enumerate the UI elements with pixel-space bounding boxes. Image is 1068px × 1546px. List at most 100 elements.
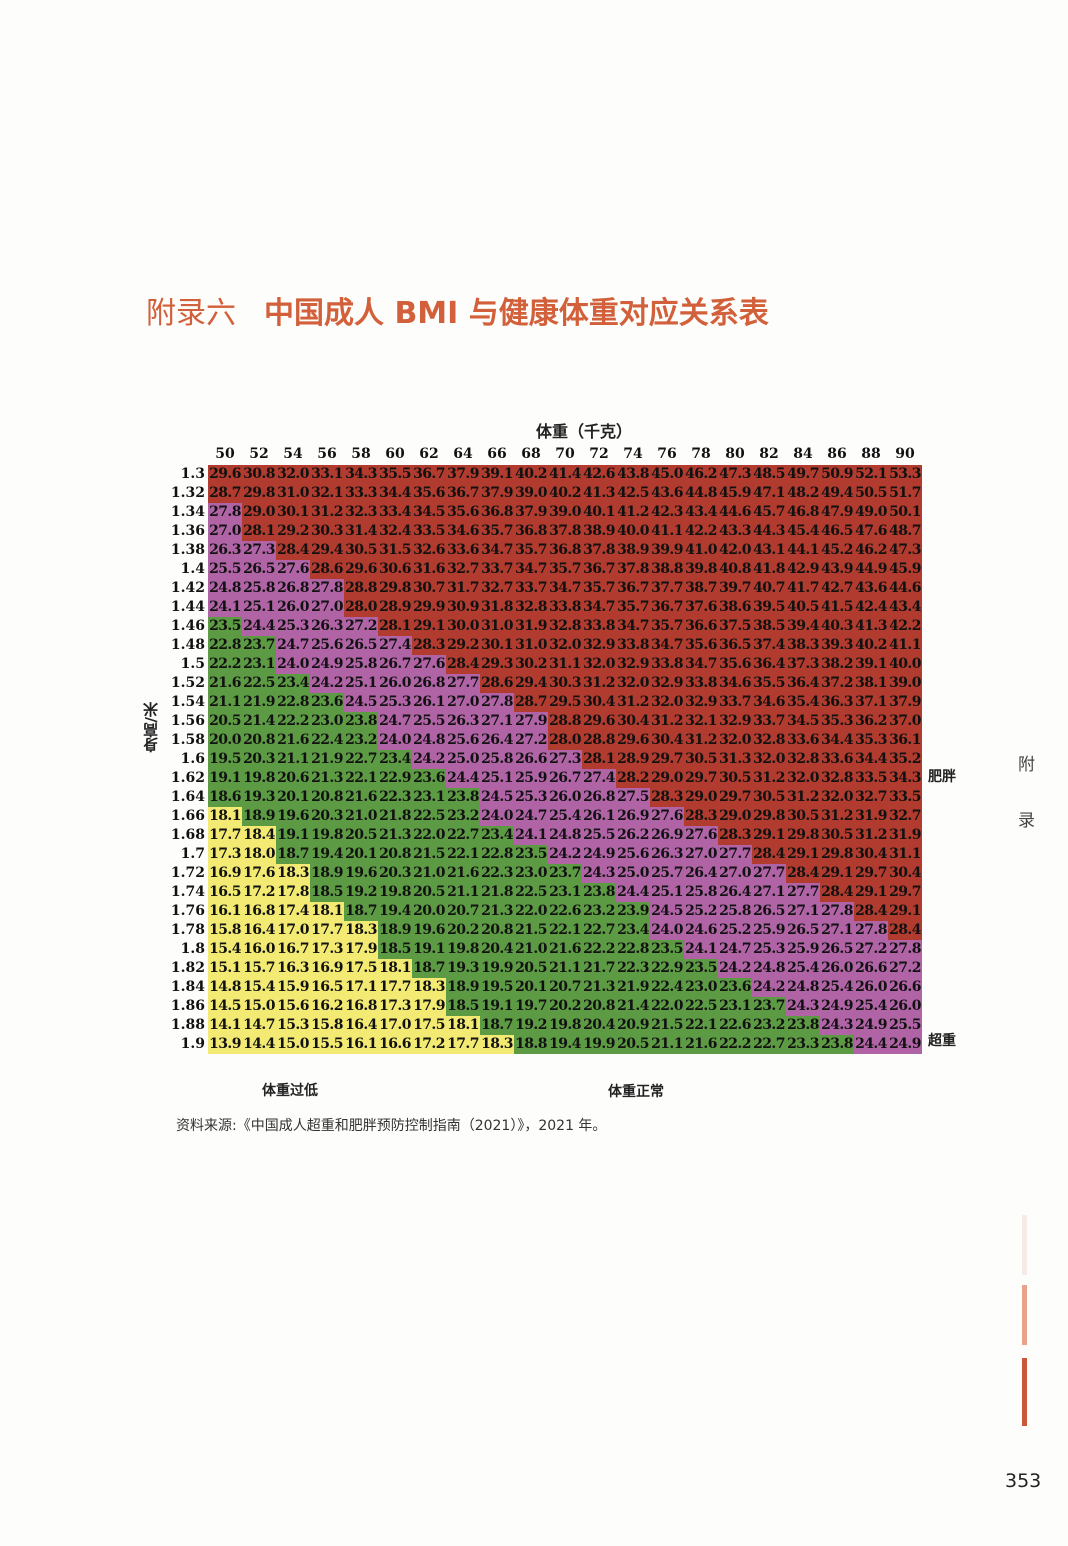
bmi-cell: 28.8 [582, 731, 616, 750]
bmi-cell: 46.2 [854, 541, 888, 560]
bmi-cell: 27.8 [480, 693, 514, 712]
bmi-cell: 32.0 [548, 636, 582, 655]
bmi-cell: 35.7 [514, 541, 548, 560]
bmi-cell: 22.7 [752, 1035, 786, 1054]
bmi-cell: 24.1 [684, 940, 718, 959]
bmi-cell: 36.2 [854, 712, 888, 731]
bmi-cell: 29.8 [378, 579, 412, 598]
bmi-cell: 25.6 [310, 636, 344, 655]
bmi-cell: 35.7 [548, 560, 582, 579]
bmi-cell: 29.8 [242, 484, 276, 503]
weight-header: 64 [453, 446, 473, 462]
bmi-cell: 22.7 [446, 826, 480, 845]
bmi-cell: 24.9 [854, 1016, 888, 1035]
bmi-cell: 24.2 [718, 959, 752, 978]
bmi-cell: 25.4 [820, 978, 854, 997]
bmi-cell: 22.1 [344, 769, 378, 788]
bmi-cell: 45.9 [718, 484, 752, 503]
bmi-cell: 23.4 [616, 921, 650, 940]
bmi-cell: 25.3 [752, 940, 786, 959]
bmi-cell: 26.5 [786, 921, 820, 940]
height-header: 1.72 [170, 865, 205, 881]
bmi-cell: 32.8 [548, 617, 582, 636]
bmi-cell: 27.1 [786, 902, 820, 921]
bmi-cell: 47.3 [888, 541, 922, 560]
bmi-cell: 20.8 [242, 731, 276, 750]
bmi-cell: 29.7 [854, 864, 888, 883]
bmi-cell: 29.1 [786, 845, 820, 864]
bmi-cell: 31.9 [854, 807, 888, 826]
bmi-cell: 32.6 [412, 541, 446, 560]
bmi-cell: 21.9 [242, 693, 276, 712]
bmi-cell: 15.3 [276, 1016, 310, 1035]
bmi-cell: 34.7 [548, 579, 582, 598]
bmi-cell: 32.9 [616, 655, 650, 674]
bmi-cell: 36.4 [786, 674, 820, 693]
bmi-cell: 24.8 [752, 959, 786, 978]
bmi-cell: 27.2 [888, 959, 922, 978]
bmi-cell: 39.0 [514, 484, 548, 503]
bmi-cell: 31.2 [616, 693, 650, 712]
bmi-cell: 23.3 [786, 1035, 820, 1054]
bmi-cell: 42.6 [582, 465, 616, 484]
bmi-cell: 31.2 [854, 826, 888, 845]
bmi-cell: 35.7 [582, 579, 616, 598]
bmi-cell: 25.8 [480, 750, 514, 769]
bmi-cell: 22.4 [310, 731, 344, 750]
bmi-cell: 40.8 [718, 560, 752, 579]
bmi-cell: 29.5 [548, 693, 582, 712]
bmi-cell: 38.7 [684, 579, 718, 598]
bmi-cell: 34.4 [820, 731, 854, 750]
bmi-cell: 23.8 [446, 788, 480, 807]
bmi-cell: 23.8 [344, 712, 378, 731]
bmi-cell: 29.8 [820, 845, 854, 864]
bmi-cell: 22.3 [480, 864, 514, 883]
bmi-cell: 29.6 [616, 731, 650, 750]
height-header: 1.44 [170, 599, 205, 615]
bmi-cell: 31.0 [514, 636, 548, 655]
bmi-cell: 26.4 [480, 731, 514, 750]
height-header: 1.76 [170, 903, 205, 919]
bmi-cell: 45.0 [650, 465, 684, 484]
bmi-cell: 19.1 [412, 940, 446, 959]
bmi-cell: 26.0 [378, 674, 412, 693]
bmi-cell: 24.7 [378, 712, 412, 731]
side-tab-char-1: 附 [1018, 755, 1035, 775]
bmi-cell: 25.3 [378, 693, 412, 712]
bmi-cell: 25.5 [582, 826, 616, 845]
bmi-cell: 16.8 [242, 902, 276, 921]
bmi-cell: 25.9 [786, 940, 820, 959]
bmi-cell: 26.9 [650, 826, 684, 845]
bmi-cell: 20.8 [480, 921, 514, 940]
bmi-cell: 29.4 [310, 541, 344, 560]
bmi-cell: 29.7 [650, 750, 684, 769]
bmi-cell: 19.8 [242, 769, 276, 788]
height-header: 1.5 [180, 656, 205, 672]
bmi-cell: 38.6 [718, 598, 752, 617]
bmi-cell: 24.0 [480, 807, 514, 826]
bmi-cell: 23.2 [446, 807, 480, 826]
bmi-cell: 19.6 [412, 921, 446, 940]
bmi-cell: 29.6 [208, 465, 242, 484]
bmi-cell: 43.3 [718, 522, 752, 541]
bmi-cell: 32.0 [650, 693, 684, 712]
bmi-cell: 44.3 [752, 522, 786, 541]
bmi-cell: 18.3 [344, 921, 378, 940]
bmi-cell: 32.0 [820, 788, 854, 807]
category-label-overweight: 超重 [928, 1033, 956, 1049]
bmi-cell: 34.4 [854, 750, 888, 769]
bmi-cell: 25.4 [548, 807, 582, 826]
height-header: 1.86 [170, 998, 205, 1014]
bmi-cell: 23.4 [276, 674, 310, 693]
bmi-cell: 21.5 [412, 845, 446, 864]
bmi-cell: 21.3 [310, 769, 344, 788]
weight-header: 58 [351, 446, 371, 462]
bmi-cell: 18.9 [446, 978, 480, 997]
bmi-cell: 22.0 [650, 997, 684, 1016]
weight-header: 52 [249, 446, 269, 462]
bmi-cell: 20.0 [412, 902, 446, 921]
bmi-cell: 35.7 [616, 598, 650, 617]
bmi-cell: 41.1 [650, 522, 684, 541]
bmi-cell: 26.3 [310, 617, 344, 636]
bmi-cell: 30.4 [650, 731, 684, 750]
